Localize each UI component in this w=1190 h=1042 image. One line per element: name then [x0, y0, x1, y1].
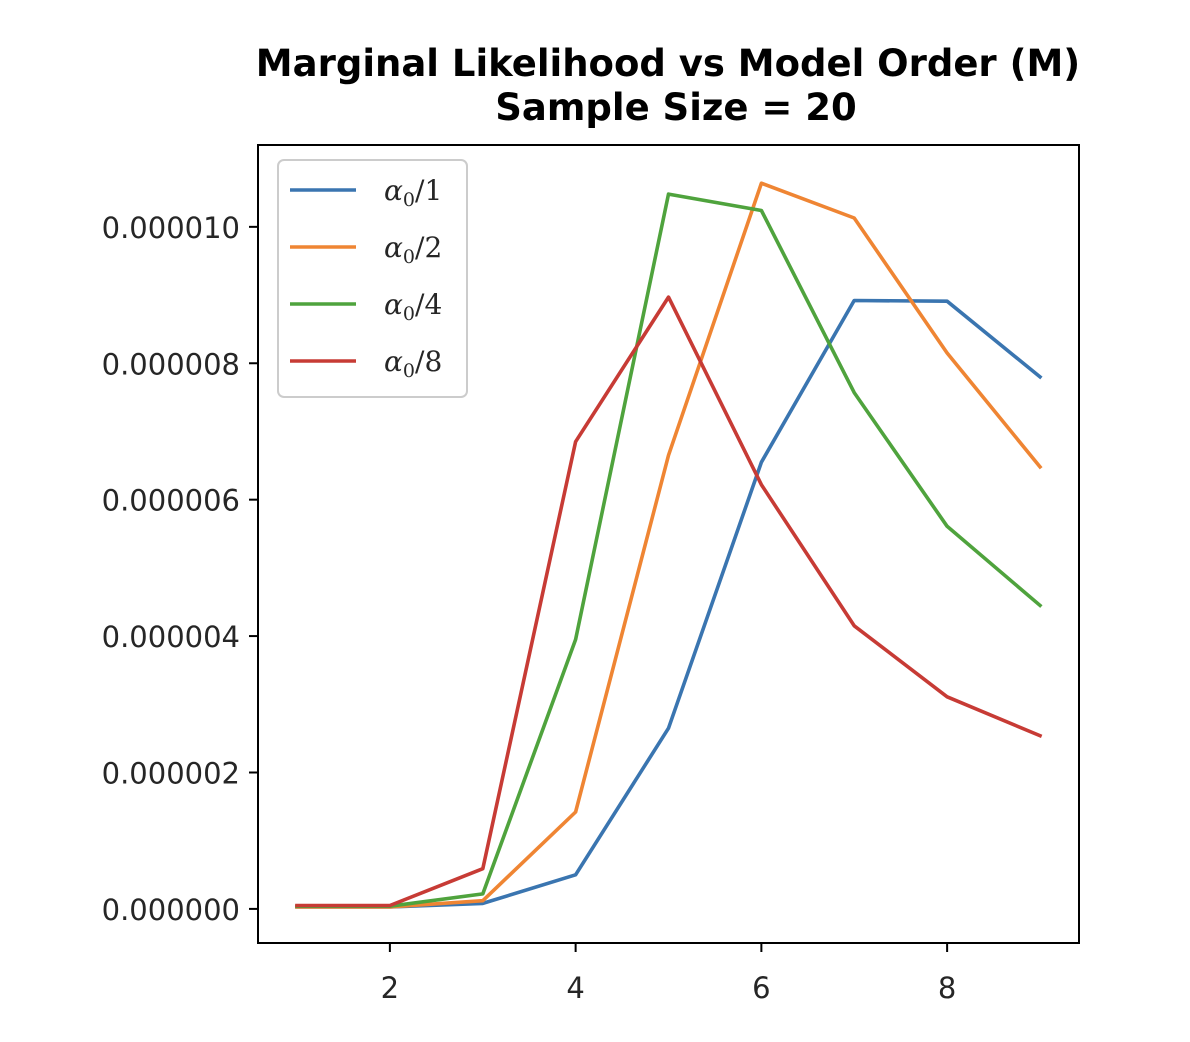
y-tick-label: 0.000006: [102, 484, 240, 518]
x-tick-label: 8: [938, 971, 956, 1005]
series-layer: [295, 181, 1043, 909]
y-tick-label: 0.000010: [102, 211, 240, 245]
x-tick-label: 4: [566, 971, 584, 1005]
legend-label-1: α0/1: [384, 174, 442, 211]
y-axis: 0.000000 0.000002 0.000004 0.000006 0.000008…: [102, 211, 258, 927]
x-tick-label: 2: [381, 971, 399, 1005]
series-line-3: [295, 192, 1043, 909]
x-tick-label: 6: [752, 971, 770, 1005]
x-axis: 2 4 6 8: [381, 943, 956, 1005]
legend-label-3: α0/4: [384, 288, 442, 325]
chart-subtitle: Sample Size = 20: [495, 86, 857, 129]
y-tick-label: 0.000008: [102, 347, 240, 381]
chart-title: Marginal Likelihood vs Model Order (M): [256, 42, 1080, 85]
legend: α0/1 α0/2 α0/4 α0/8: [277, 159, 468, 398]
legend-label-4: α0/8: [384, 345, 442, 382]
plot-frame: [257, 144, 1080, 944]
legend-label-2: α0/2: [384, 231, 442, 268]
y-tick-label: 0.000002: [102, 756, 240, 790]
y-tick-label: 0.000000: [102, 893, 240, 927]
legend-frame: [277, 159, 468, 398]
series-line-2: [295, 181, 1043, 909]
series-line-4: [295, 295, 1043, 908]
y-tick-label: 0.000004: [102, 620, 240, 654]
